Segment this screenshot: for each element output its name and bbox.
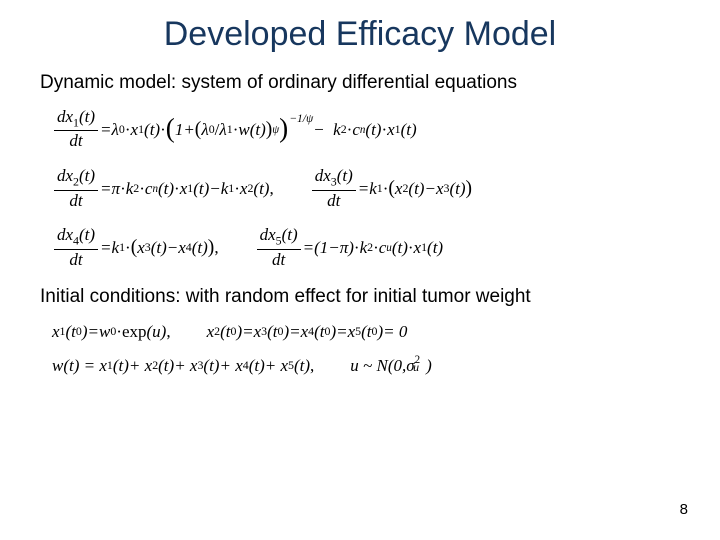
equation-dx4-dx5: dx4(t) dt = k1 · ( x3(t) − x4(t) ), dx5(… [52,226,680,269]
page-number: 8 [680,501,688,518]
slide-title: Developed Efficacy Model [40,15,680,54]
equation-weight-distribution: w(t) = x1(t) + x2(t) + x3(t) + x4(t) + x… [52,356,680,376]
subtitle-dynamic-model: Dynamic model: system of ordinary differ… [40,72,680,94]
equation-block-initial: x1(t0) = w0 ·exp(u), x2(t0) = x3(t0) = x… [52,322,680,376]
subtitle-initial-conditions: Initial conditions: with random effect f… [40,286,680,308]
slide: Developed Efficacy Model Dynamic model: … [0,0,720,540]
equation-dx2-dx3: dx2(t) dt = π· k2 · cn(t) · x1(t) − k1 ·… [52,167,680,210]
equation-block-odes: dx1(t) dt = λ0 · x1(t) · ( 1+ ( λ0 / λ1 … [52,108,680,270]
equation-dx1: dx1(t) dt = λ0 · x1(t) · ( 1+ ( λ0 / λ1 … [52,108,680,151]
equation-initial-values: x1(t0) = w0 ·exp(u), x2(t0) = x3(t0) = x… [52,322,680,342]
